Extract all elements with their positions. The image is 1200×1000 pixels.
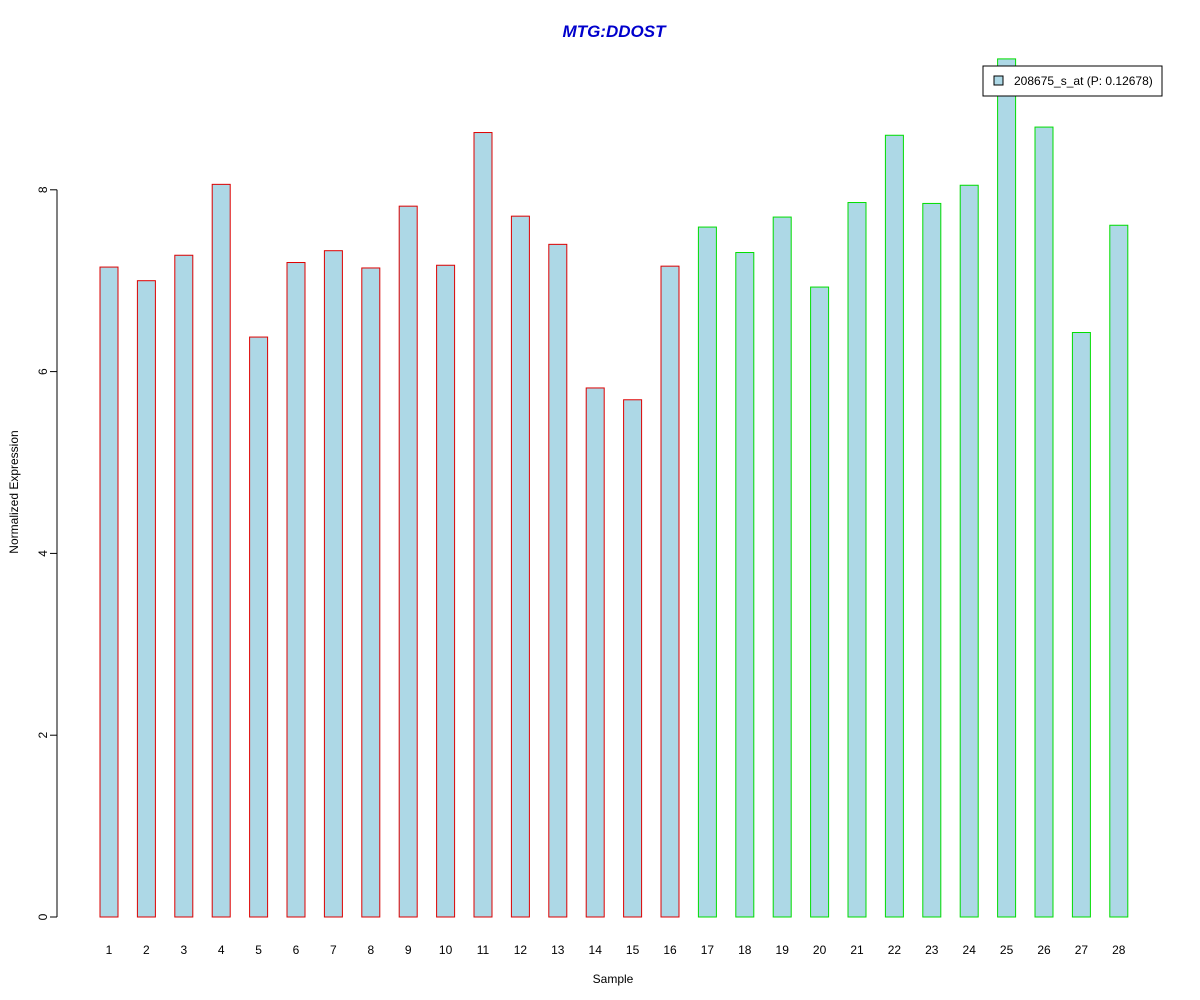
x-tick-label: 4 [218, 943, 225, 957]
y-tick-label: 8 [36, 186, 50, 193]
x-tick-label: 21 [850, 943, 864, 957]
bar-sample-20 [810, 286, 830, 918]
x-axis-title: Sample [593, 972, 634, 986]
x-tick-label: 25 [1000, 943, 1014, 957]
bar-sample-7 [323, 250, 343, 918]
bar-sample-27 [1071, 332, 1091, 918]
chart-title: MTG:DDOST [563, 22, 668, 41]
x-tick-label: 2 [143, 943, 150, 957]
bar-sample-13 [548, 243, 568, 918]
x-tick-label: 3 [180, 943, 187, 957]
x-tick-label: 9 [405, 943, 412, 957]
x-tick-label: 15 [626, 943, 640, 957]
bar-sample-24 [959, 184, 979, 918]
bar-sample-6 [286, 262, 306, 918]
x-tick-label: 24 [963, 943, 977, 957]
x-tick-label: 16 [663, 943, 677, 957]
bar-sample-2 [136, 280, 156, 918]
y-tick-label: 0 [36, 913, 50, 920]
bar-sample-18 [735, 252, 755, 918]
bar-sample-8 [361, 267, 381, 918]
x-tick-label: 11 [477, 943, 490, 957]
x-tick-label: 13 [551, 943, 565, 957]
legend-swatch [993, 75, 1004, 86]
bar-sample-16 [660, 265, 680, 918]
legend: 208675_s_at (P: 0.12678) [982, 65, 1163, 97]
y-tick-label: 2 [36, 732, 50, 739]
x-tick-label: 5 [255, 943, 262, 957]
x-tick-label: 6 [293, 943, 300, 957]
bar-sample-21 [847, 202, 867, 918]
y-axis: 0 2 4 6 8 [36, 186, 58, 920]
bar-sample-19 [772, 216, 792, 918]
bar-sample-23 [922, 202, 942, 918]
bar-sample-26 [1034, 126, 1054, 918]
bar-sample-5 [249, 336, 269, 918]
x-tick-label: 7 [330, 943, 337, 957]
x-tick-labels: 1 2 3 4 5 6 7 8 9 10 11 12 13 14 15 16 17 18 19 20 21 22 23 24 2… [106, 943, 1126, 957]
legend-box [982, 65, 1163, 97]
x-tick-label: 19 [776, 943, 790, 957]
bar-sample-11 [473, 132, 493, 918]
x-tick-label: 23 [925, 943, 939, 957]
legend-label: 208675_s_at (P: 0.12678) [1014, 74, 1153, 88]
bar-sample-10 [436, 264, 456, 918]
bar-sample-3 [174, 254, 194, 918]
bar-sample-9 [398, 205, 418, 918]
bar-sample-15 [623, 399, 643, 918]
x-tick-label: 20 [813, 943, 827, 957]
bar-sample-1 [99, 266, 119, 918]
x-tick-label: 10 [439, 943, 453, 957]
x-tick-label: 28 [1112, 943, 1126, 957]
y-tick-label: 4 [36, 550, 50, 557]
y-axis-title: Normalized Expression [7, 430, 21, 553]
bar-sample-4 [211, 183, 231, 918]
x-tick-label: 27 [1075, 943, 1089, 957]
x-tick-label: 26 [1037, 943, 1051, 957]
x-tick-label: 12 [514, 943, 528, 957]
bar-sample-12 [510, 215, 530, 918]
bar-sample-25 [997, 58, 1017, 918]
bar-sample-22 [884, 134, 904, 918]
bars [99, 58, 1129, 918]
x-tick-label: 1 [106, 943, 113, 957]
x-tick-label: 17 [701, 943, 715, 957]
bar-sample-17 [697, 226, 717, 918]
bar-sample-28 [1109, 224, 1129, 918]
x-tick-label: 18 [738, 943, 752, 957]
x-tick-label: 8 [367, 943, 374, 957]
x-tick-label: 14 [589, 943, 603, 957]
x-tick-label: 22 [888, 943, 902, 957]
y-tick-label: 6 [36, 368, 50, 375]
bar-sample-14 [585, 387, 605, 918]
